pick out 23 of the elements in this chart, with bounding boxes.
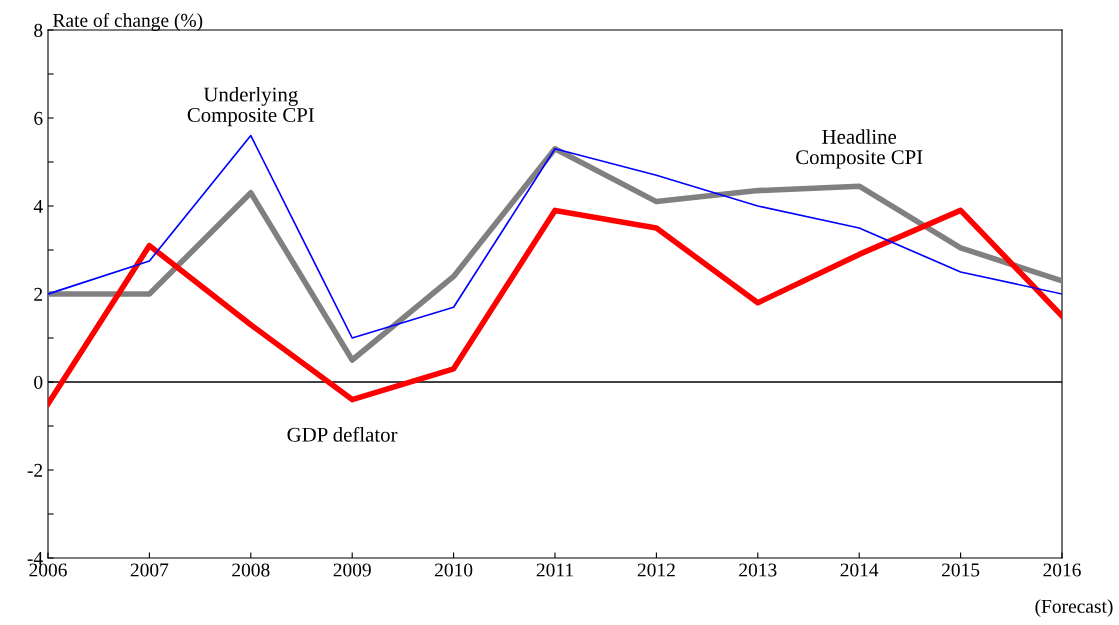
annotation: Headline Composite CPI [796,129,923,169]
x-tick-label: 2014 [840,563,879,577]
y-tick-label: -4 [27,551,43,565]
x-tick-label: 2015 [942,563,980,577]
x-tick-label: 2012 [637,563,675,577]
y-tick-label: 4 [33,199,43,213]
y-tick-label: 8 [34,23,43,37]
y-axis-title: Rate of change (%) [53,13,203,31]
annotation: GDP deflator [287,426,398,442]
y-tick-label: 2 [34,287,43,301]
x-tick-label: 2008 [232,563,270,577]
x-tick-label: 2013 [739,563,777,577]
x-tick-label: 2011 [536,563,573,577]
y-tick-label: 6 [34,111,43,125]
x-tick-label: 2010 [435,563,473,577]
x-tick-label: 2006 [29,563,67,577]
y-tick-label: 0 [34,375,43,389]
x-tick-label: 2007 [130,563,169,577]
text: (Forecast) [1035,599,1113,617]
y-tick-label: -2 [27,463,43,477]
annotation: Underlying Composite CPI [187,86,315,127]
x-tick-label: 2016 [1043,563,1081,577]
x-tick-label: 2009 [333,563,371,577]
